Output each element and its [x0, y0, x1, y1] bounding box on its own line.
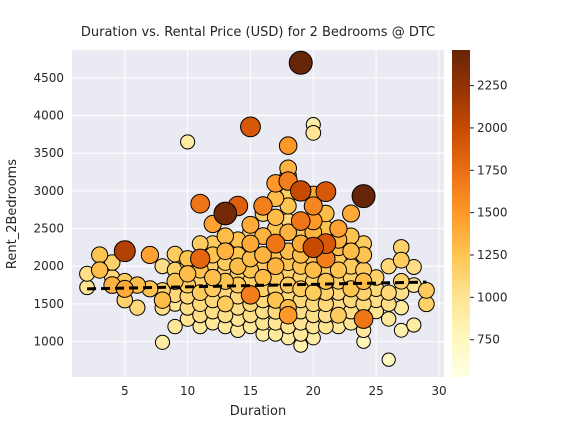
- data-point: [240, 285, 261, 305]
- data-point: [190, 248, 211, 269]
- y-tick-labels: 1000 1500 2000 2500 3000 3500 4000 4500: [33, 71, 64, 349]
- data-point: [267, 291, 285, 309]
- data-point: [317, 272, 335, 290]
- data-point: [392, 251, 410, 269]
- data-point: [305, 125, 322, 141]
- data-point: [216, 227, 235, 245]
- data-point: [229, 257, 247, 275]
- x-tick-labels: 5 10 15 20 25 30: [121, 384, 447, 398]
- x-axis-label: Duration: [230, 404, 286, 419]
- data-point: [154, 334, 171, 350]
- data-point: [329, 261, 347, 279]
- data-point: [278, 136, 298, 155]
- data-point: [288, 50, 313, 75]
- colorbar-tick-label: 1500: [477, 206, 508, 220]
- chart-title: Duration vs. Rental Price (USD) for 2 Be…: [81, 25, 435, 40]
- data-point: [353, 309, 374, 329]
- data-point: [216, 242, 235, 261]
- data-point: [167, 318, 183, 335]
- data-point: [279, 223, 297, 242]
- x-tick-label: 30: [431, 384, 446, 398]
- data-point: [393, 322, 409, 338]
- data-point: [113, 240, 136, 263]
- data-point: [406, 317, 422, 333]
- data-point: [381, 311, 397, 327]
- data-point: [304, 284, 322, 302]
- colorbar-tick-labels: 750 1000 1250 1500 1750 2000 2250: [470, 79, 508, 347]
- data-point: [279, 197, 297, 215]
- x-tick-label: 10: [180, 384, 195, 398]
- data-point: [329, 219, 348, 238]
- data-point: [91, 246, 109, 264]
- colorbar-tick-label: 1000: [477, 290, 508, 304]
- y-tick-label: 3500: [33, 146, 64, 160]
- data-point: [103, 254, 121, 271]
- data-point: [351, 184, 376, 209]
- data-point: [290, 180, 312, 202]
- data-point: [180, 134, 196, 150]
- data-point: [153, 291, 172, 309]
- y-axis-label: Rent_2Bedrooms: [5, 159, 20, 269]
- data-point: [213, 201, 238, 226]
- data-point: [381, 352, 396, 367]
- data-point: [342, 204, 360, 223]
- y-tick-label: 3000: [33, 184, 64, 198]
- data-points: [79, 50, 435, 367]
- colorbar-tick-label: 750: [477, 333, 500, 347]
- y-tick-label: 4500: [33, 71, 64, 85]
- data-point: [405, 259, 422, 275]
- data-point: [240, 116, 261, 138]
- data-point: [278, 305, 298, 325]
- trendline: [87, 280, 427, 291]
- data-point: [302, 236, 324, 259]
- data-point: [241, 234, 260, 253]
- data-point: [166, 272, 184, 290]
- data-point: [315, 181, 337, 203]
- x-tick-label: 15: [243, 384, 258, 398]
- colorbar-tick-label: 2000: [477, 121, 508, 135]
- data-point: [330, 306, 347, 324]
- data-point: [140, 245, 160, 265]
- data-point: [253, 196, 273, 216]
- y-tick-label: 1500: [33, 297, 64, 311]
- x-tick-label: 5: [121, 384, 129, 398]
- x-tick-label: 25: [368, 384, 383, 398]
- data-point: [266, 208, 285, 226]
- colorbar: [452, 50, 470, 377]
- data-point: [90, 261, 109, 279]
- data-point: [304, 261, 322, 279]
- data-point: [417, 281, 435, 299]
- data-point: [190, 193, 211, 214]
- data-point: [178, 265, 197, 283]
- x-tick-label: 20: [306, 384, 321, 398]
- data-point: [129, 299, 146, 316]
- data-point: [290, 211, 311, 231]
- data-point: [204, 268, 222, 287]
- colorbar-tick-label: 1750: [477, 163, 508, 177]
- trendline-path: [87, 280, 427, 291]
- data-point: [380, 284, 397, 301]
- data-point: [342, 242, 360, 260]
- data-point: [354, 272, 373, 291]
- y-tick-label: 2000: [33, 259, 64, 273]
- data-point: [216, 295, 234, 313]
- data-point: [266, 257, 285, 276]
- y-tick-label: 4000: [33, 109, 64, 123]
- data-point: [254, 246, 272, 264]
- y-tick-label: 1000: [33, 335, 64, 349]
- y-tick-label: 2500: [33, 222, 64, 236]
- data-point: [241, 215, 260, 234]
- colorbar-tick-label: 1250: [477, 248, 508, 262]
- data-point: [265, 233, 286, 254]
- colorbar-tick-label: 2250: [477, 79, 508, 93]
- data-point: [303, 196, 323, 216]
